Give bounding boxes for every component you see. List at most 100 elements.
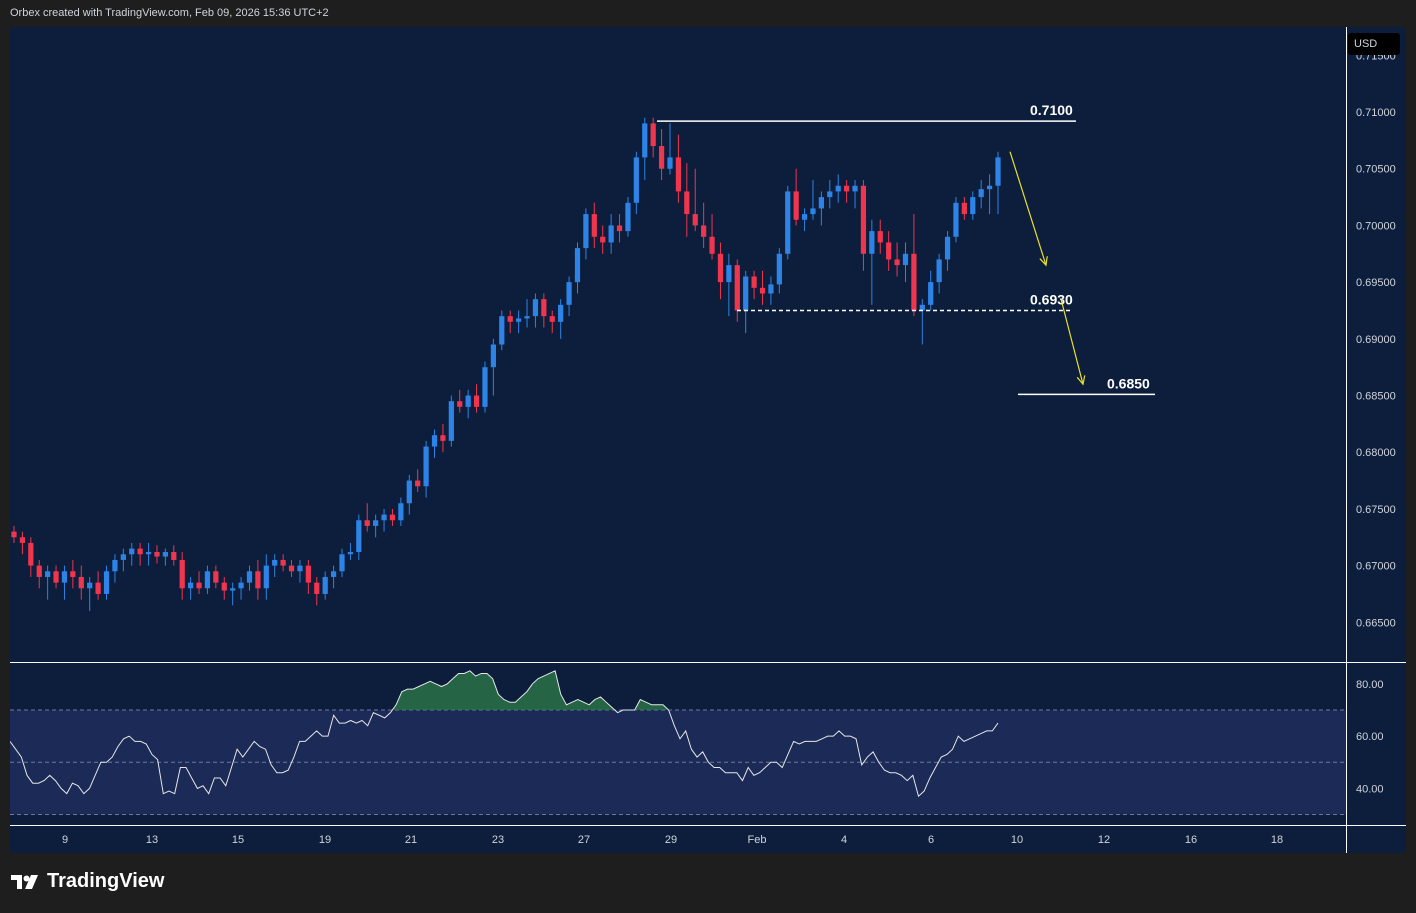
time-tick-label: 4: [841, 834, 847, 846]
candle-body: [162, 552, 168, 557]
candle-body: [103, 571, 110, 594]
candle-body: [230, 588, 236, 591]
candle-body: [246, 571, 253, 583]
candle-body: [398, 503, 404, 521]
candle-body: [827, 191, 833, 198]
candle-body: [322, 576, 328, 594]
candle-body: [196, 582, 202, 589]
candle-body: [347, 552, 354, 555]
price-tick-label: 0.71000: [1356, 107, 1396, 119]
time-tick-label: 6: [928, 834, 934, 846]
candle-body: [339, 554, 345, 572]
rsi-line: [10, 670, 999, 798]
time-tick-label: 13: [146, 834, 158, 846]
price-tick-label: 0.66500: [1356, 617, 1396, 629]
candle-body: [911, 253, 917, 311]
candle-body: [608, 225, 614, 243]
candle-body: [734, 265, 740, 311]
price-tick-label: 0.70500: [1356, 164, 1396, 176]
candle-body: [591, 214, 597, 237]
rsi-tick-label: 60.00: [1356, 731, 1384, 743]
candle-body: [902, 253, 909, 266]
candle-body: [692, 214, 698, 226]
candle-body: [793, 191, 799, 220]
candle-body: [221, 582, 227, 591]
candle-body: [507, 316, 513, 322]
candle-body: [986, 185, 993, 190]
candle-body: [667, 157, 673, 169]
currency-selector[interactable]: USD: [1348, 33, 1400, 55]
time-tick-label: 23: [492, 834, 504, 846]
candle-body: [389, 514, 396, 521]
chart-svg[interactable]: 0.715000.710000.705000.700000.695000.690…: [10, 27, 1406, 853]
candle-body: [541, 299, 547, 317]
candle-body: [717, 253, 724, 283]
candle-body: [860, 185, 867, 254]
candle-body: [255, 571, 261, 589]
time-tick-label: Feb: [748, 834, 767, 846]
price-tick-label: 0.68000: [1356, 447, 1396, 459]
candle-body: [633, 157, 639, 203]
candle-body: [928, 282, 934, 305]
candle-body: [11, 531, 17, 538]
candle-body: [129, 548, 135, 555]
candle-body: [45, 571, 51, 577]
candle-body: [373, 520, 379, 526]
candle-body: [406, 480, 412, 504]
candle-body: [877, 231, 883, 243]
candle-body: [616, 225, 623, 232]
attribution-text: Orbex created with TradingView.com, Feb …: [10, 7, 329, 19]
candle-body: [112, 559, 118, 572]
time-tick-label: 21: [405, 834, 417, 846]
candle-body: [87, 582, 93, 589]
candle-body: [137, 548, 143, 555]
candle-body: [171, 552, 177, 560]
tradingview-logo-text: TradingView: [47, 870, 165, 892]
candle-body: [524, 316, 530, 319]
candle-body: [701, 225, 707, 237]
price-tick-label: 0.68500: [1356, 391, 1396, 403]
candle-body: [759, 287, 766, 294]
candle-body: [944, 236, 951, 260]
candle-body: [154, 552, 160, 557]
candle-body: [490, 344, 496, 368]
candle-body: [995, 157, 1001, 186]
price-tick-label: 0.67500: [1356, 504, 1396, 516]
time-tick-label: 27: [578, 834, 590, 846]
candle-body: [869, 231, 875, 254]
candle-body: [473, 395, 480, 407]
rsi-tick-label: 40.00: [1356, 783, 1384, 795]
candle-body: [314, 582, 320, 594]
candle-body: [776, 253, 782, 285]
candle-body: [583, 214, 589, 249]
candle-body: [78, 576, 84, 589]
candle-body: [961, 202, 967, 215]
candle-body: [844, 185, 850, 192]
trend-arrow-head-1: [1076, 375, 1086, 386]
candle-body: [675, 157, 682, 192]
candle-body: [95, 582, 101, 594]
candle-body: [516, 318, 522, 322]
candle-body: [953, 202, 959, 237]
candle-body: [574, 248, 581, 283]
candle-body: [381, 514, 387, 521]
candle-body: [549, 316, 555, 322]
candle-body: [658, 146, 665, 169]
candle-body: [886, 242, 892, 260]
time-tick-label: 29: [665, 834, 677, 846]
candle-body: [423, 446, 429, 487]
candle-body: [499, 316, 505, 345]
candle-body: [53, 571, 59, 583]
candle-body: [448, 401, 454, 441]
candle-body: [28, 542, 34, 566]
candle-body: [801, 214, 808, 220]
candle-body: [970, 197, 976, 215]
tradingview-logo[interactable]: TradingView: [11, 870, 164, 893]
candle-body: [238, 582, 244, 589]
time-tick-label: 18: [1271, 834, 1283, 846]
time-tick-label: 9: [62, 834, 68, 846]
candle-body: [835, 185, 841, 192]
candle-body: [305, 565, 311, 583]
candle-body: [482, 367, 488, 407]
candle-body: [726, 265, 732, 283]
